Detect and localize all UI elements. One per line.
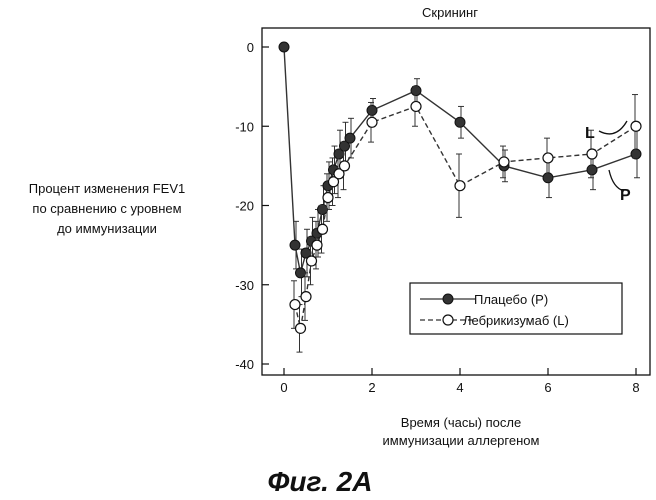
series-L-end-label: L [585, 125, 595, 142]
data-point [296, 323, 306, 333]
series-line [284, 47, 636, 273]
axes: 0 2 4 6 8 0 -10 -20 -30 -40 [235, 40, 639, 395]
data-point [587, 165, 597, 175]
legend-marker-lebrikizumab [443, 315, 453, 325]
x-tick-label: 8 [632, 380, 639, 395]
data-point [301, 292, 311, 302]
y-tick-label: -10 [235, 119, 254, 134]
x-tick-label: 4 [456, 380, 463, 395]
legend-label-placebo: Плацебо (P) [474, 292, 548, 307]
y-axis-label-line-1: Процент изменения FEV1 [29, 181, 185, 196]
data-point [367, 117, 377, 127]
data-point [455, 117, 465, 127]
y-tick-label: -40 [235, 357, 254, 372]
y-axis-label-line-2: по сравнению с уровнем [32, 201, 181, 216]
x-axis-label-line-1: Время (часы) после [401, 415, 521, 430]
x-tick-label: 6 [544, 380, 551, 395]
legend: Плацебо (P) Лебрикизумаб (L) [410, 283, 622, 334]
figure-caption: Фиг. 2А [268, 466, 373, 497]
data-point [312, 240, 322, 250]
data-point [340, 161, 350, 171]
data-point [323, 193, 333, 203]
data-point [279, 42, 289, 52]
legend-marker-placebo [443, 294, 453, 304]
data-point [631, 121, 641, 131]
x-tick-label: 2 [368, 380, 375, 395]
series-placebo [279, 42, 641, 297]
y-tick-label: -30 [235, 278, 254, 293]
data-point [318, 224, 328, 234]
data-point [455, 181, 465, 191]
x-axis-label-line-2: иммунизации аллергеном [383, 433, 540, 448]
data-point [587, 149, 597, 159]
data-point [290, 300, 300, 310]
y-tick-label: 0 [247, 40, 254, 55]
data-point [499, 157, 509, 167]
y-tick-label: -20 [235, 199, 254, 214]
series-P-end-label: P [620, 187, 631, 204]
data-point [367, 105, 377, 115]
chart-title: Скрининг [422, 5, 478, 20]
y-axis-label-line-3: до иммунизации [57, 221, 157, 236]
data-point [543, 153, 553, 163]
data-point [411, 101, 421, 111]
data-point [290, 240, 300, 250]
series-L-callout-line [599, 121, 627, 134]
legend-label-lebrikizumab: Лебрикизумаб (L) [463, 313, 569, 328]
data-point [307, 256, 317, 266]
x-tick-label: 0 [280, 380, 287, 395]
